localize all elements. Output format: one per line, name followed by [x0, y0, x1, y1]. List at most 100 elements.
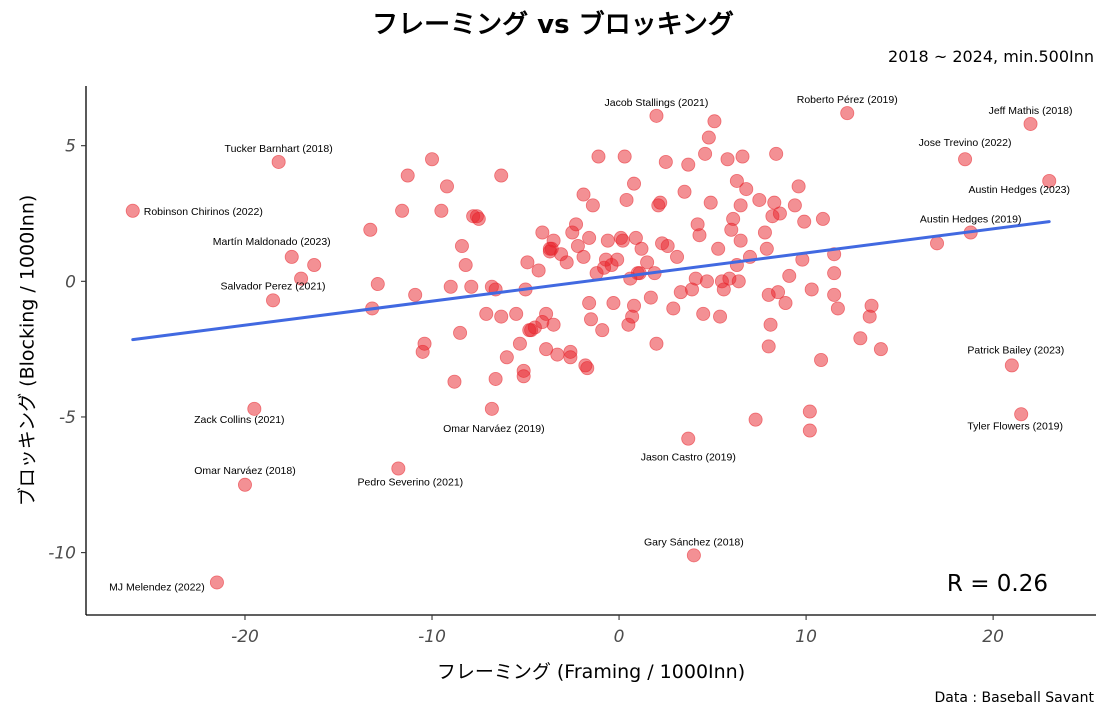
x-axis-title: フレーミング (Framing / 1000Inn)	[437, 661, 745, 683]
x-tick-label: 0	[614, 627, 625, 647]
data-point	[363, 222, 378, 237]
data-point	[752, 192, 767, 207]
axes-layer: -20 -10 0 10 20 5 0 -5 -10	[48, 86, 1096, 647]
data-point	[408, 287, 423, 302]
data-point	[417, 336, 432, 351]
labeled-data-point	[649, 108, 664, 123]
chart-caption: Data : Baseball Savant	[934, 690, 1094, 706]
data-point	[619, 192, 634, 207]
chart-title: フレーミング vs ブロッキング	[372, 10, 734, 40]
data-point	[600, 233, 615, 248]
x-tick-label: 10	[795, 627, 817, 647]
data-point	[479, 306, 494, 321]
y-tick-label: 0	[65, 272, 76, 292]
correlation-annotation: R = 0.26	[947, 571, 1048, 597]
data-point	[443, 279, 458, 294]
data-point	[769, 146, 784, 161]
labeled-data-point	[1023, 116, 1038, 131]
data-point	[716, 282, 731, 297]
point-label: Jacob Stallings (2021)	[605, 97, 709, 109]
data-point	[531, 263, 546, 278]
data-point	[294, 271, 309, 286]
data-point	[595, 323, 610, 338]
data-point	[701, 130, 716, 145]
data-point	[660, 239, 675, 254]
data-point	[434, 203, 449, 218]
data-point	[395, 203, 410, 218]
data-point	[778, 296, 793, 311]
data-point	[853, 331, 868, 346]
data-point	[677, 184, 692, 199]
labeled-data-point	[271, 154, 286, 169]
y-tick-label: -5	[59, 408, 76, 428]
trend-layer	[131, 220, 1051, 342]
point-label: Jose Trevino (2022)	[919, 137, 1012, 149]
data-point	[731, 274, 746, 289]
data-point	[617, 149, 632, 164]
data-point	[439, 179, 454, 194]
data-point	[539, 342, 554, 357]
point-label: Salvador Perez (2021)	[221, 280, 326, 292]
data-point	[827, 287, 842, 302]
data-point	[771, 285, 786, 300]
data-point	[627, 298, 642, 313]
data-point	[670, 249, 685, 264]
data-point	[802, 423, 817, 438]
data-point	[699, 274, 714, 289]
data-point	[720, 152, 735, 167]
point-label: Austin Hedges (2019)	[920, 213, 1022, 225]
data-point	[763, 317, 778, 332]
labeled-data-point	[840, 106, 855, 121]
y-tick-label: 5	[65, 137, 76, 157]
data-point	[733, 233, 748, 248]
data-point	[634, 241, 649, 256]
data-point	[643, 290, 658, 305]
data-point	[767, 195, 782, 210]
data-point	[425, 152, 440, 167]
data-point	[458, 258, 473, 273]
point-label: Gary Sánchez (2018)	[644, 536, 744, 548]
data-point	[471, 211, 486, 226]
x-tick-label: -20	[231, 627, 259, 647]
data-point	[787, 198, 802, 213]
data-point	[584, 312, 599, 327]
data-point	[739, 182, 754, 197]
data-point	[610, 252, 625, 267]
data-point	[640, 255, 655, 270]
labeled-data-point	[266, 293, 281, 308]
data-point	[563, 350, 578, 365]
point-label: Zack Collins (2021)	[194, 414, 284, 426]
data-point	[782, 268, 797, 283]
data-point	[569, 217, 584, 232]
data-point	[370, 277, 385, 292]
point-labels-layer: Jacob Stallings (2021) Jeff Mathis (2018)…	[109, 94, 1072, 593]
data-point	[520, 255, 535, 270]
data-point	[696, 306, 711, 321]
data-point	[703, 195, 718, 210]
point-label: Omar Narváez (2019)	[443, 423, 545, 435]
data-point	[576, 187, 591, 202]
data-point	[864, 298, 879, 313]
point-label: Martín Maldonado (2023)	[213, 236, 331, 248]
data-point	[735, 149, 750, 164]
labeled-data-point	[284, 249, 299, 264]
data-point	[814, 352, 829, 367]
data-point	[649, 336, 664, 351]
chart-subtitle: 2018 ~ 2024, min.500Inn	[888, 47, 1094, 66]
data-point	[757, 225, 772, 240]
data-point	[580, 361, 595, 376]
data-point	[535, 225, 550, 240]
point-label: MJ Melendez (2022)	[109, 581, 205, 593]
data-point	[307, 258, 322, 273]
data-point	[713, 309, 728, 324]
point-label: Austin Hedges (2023)	[968, 184, 1070, 196]
data-point	[733, 198, 748, 213]
point-label: Omar Narváez (2018)	[194, 465, 296, 477]
data-point	[447, 374, 462, 389]
data-point	[748, 412, 763, 427]
data-point	[576, 249, 591, 264]
data-point	[658, 154, 673, 169]
data-point	[539, 306, 554, 321]
data-point	[726, 211, 741, 226]
